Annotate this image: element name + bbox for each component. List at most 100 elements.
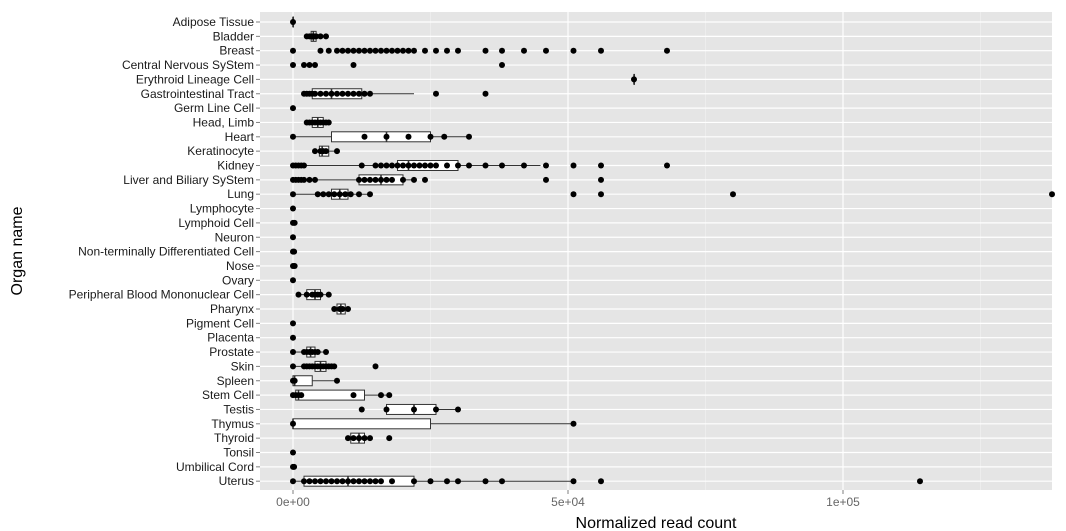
data-point: [317, 478, 324, 485]
data-point: [350, 435, 357, 442]
data-point: [334, 47, 340, 54]
data-point: [499, 47, 505, 54]
x-tick-label: 1e+05: [826, 495, 860, 509]
y-tick-label: Pharynx: [210, 302, 254, 316]
data-point: [444, 47, 450, 54]
data-point: [356, 47, 362, 54]
data-point: [570, 420, 577, 427]
data-point: [339, 478, 346, 485]
data-point: [345, 47, 351, 54]
data-point: [334, 90, 340, 97]
data-point: [466, 162, 472, 169]
data-point: [301, 162, 307, 169]
x-tick-label: 5e+04: [551, 495, 585, 509]
data-point: [400, 162, 406, 169]
data-point: [328, 478, 335, 485]
data-point: [917, 478, 923, 485]
y-axis-title: Organ name: [9, 206, 26, 295]
data-point: [598, 162, 604, 169]
data-point: [433, 90, 439, 97]
data-point: [317, 47, 324, 54]
y-tick-label: Head, Limb: [193, 115, 255, 129]
y-tick-label: Heart: [225, 130, 255, 144]
data-point: [312, 176, 318, 183]
data-point: [455, 47, 461, 54]
data-point: [543, 176, 549, 183]
data-point: [339, 90, 346, 97]
data-point: [290, 105, 296, 112]
data-point: [325, 191, 332, 198]
data-point: [455, 162, 461, 169]
y-tick-label: Lymphoid Cell: [178, 216, 254, 230]
data-point: [361, 133, 368, 140]
data-point: [291, 248, 298, 255]
data-point: [356, 90, 362, 97]
data-point: [314, 191, 321, 198]
data-point: [411, 478, 417, 485]
data-point: [325, 119, 332, 126]
data-point: [405, 47, 412, 54]
data-point: [386, 435, 393, 442]
y-tick-label: Uterus: [219, 474, 254, 488]
data-point: [312, 478, 318, 485]
data-point: [290, 420, 296, 427]
data-point: [334, 478, 340, 485]
data-point: [356, 191, 362, 198]
data-point: [361, 176, 368, 183]
data-point: [378, 47, 384, 54]
data-points: [290, 19, 1055, 485]
y-tick-label: Bladder: [213, 29, 254, 43]
data-point: [301, 62, 307, 69]
data-point: [367, 176, 373, 183]
data-point: [317, 33, 324, 40]
data-point: [350, 392, 357, 399]
data-point: [394, 162, 401, 169]
y-tick-label: Testis: [223, 402, 254, 416]
data-point: [361, 90, 368, 97]
data-point: [543, 47, 549, 54]
data-point: [295, 291, 302, 298]
data-point: [372, 47, 379, 54]
y-tick-label: Gastrointestinal Tract: [141, 87, 255, 101]
data-point: [598, 176, 604, 183]
data-point: [350, 62, 357, 69]
data-point: [323, 90, 329, 97]
data-point: [598, 47, 604, 54]
y-tick-label: Central Nervous SyStem: [122, 58, 254, 72]
data-point: [345, 90, 351, 97]
data-point: [543, 162, 549, 169]
y-tick-label: Thymus: [211, 417, 254, 431]
data-point: [441, 133, 448, 140]
data-point: [325, 47, 332, 54]
y-tick-label: Thyroid: [214, 431, 254, 445]
data-point: [389, 47, 395, 54]
data-point: [422, 176, 428, 183]
y-tick-label: Keratinocyte: [187, 144, 254, 158]
data-point: [290, 363, 296, 370]
data-point: [570, 162, 577, 169]
data-point: [361, 435, 368, 442]
data-point: [372, 176, 379, 183]
data-point: [389, 162, 395, 169]
data-point: [411, 406, 417, 413]
data-point: [290, 478, 296, 485]
data-point: [291, 262, 298, 269]
y-tick-label: Placenta: [207, 331, 254, 345]
data-point: [339, 47, 346, 54]
data-point: [521, 162, 527, 169]
y-tick-label: Neuron: [215, 230, 254, 244]
data-point: [598, 478, 604, 485]
data-point: [350, 90, 357, 97]
data-point: [290, 334, 296, 341]
data-point: [358, 406, 365, 413]
data-point: [290, 47, 296, 54]
data-point: [356, 176, 362, 183]
data-point: [334, 377, 340, 384]
y-tick-label: Ovary: [222, 273, 254, 287]
data-point: [389, 176, 395, 183]
data-point: [313, 33, 320, 40]
y-tick-label: Peripheral Blood Mononuclear Cell: [69, 288, 254, 302]
data-point: [345, 478, 351, 485]
